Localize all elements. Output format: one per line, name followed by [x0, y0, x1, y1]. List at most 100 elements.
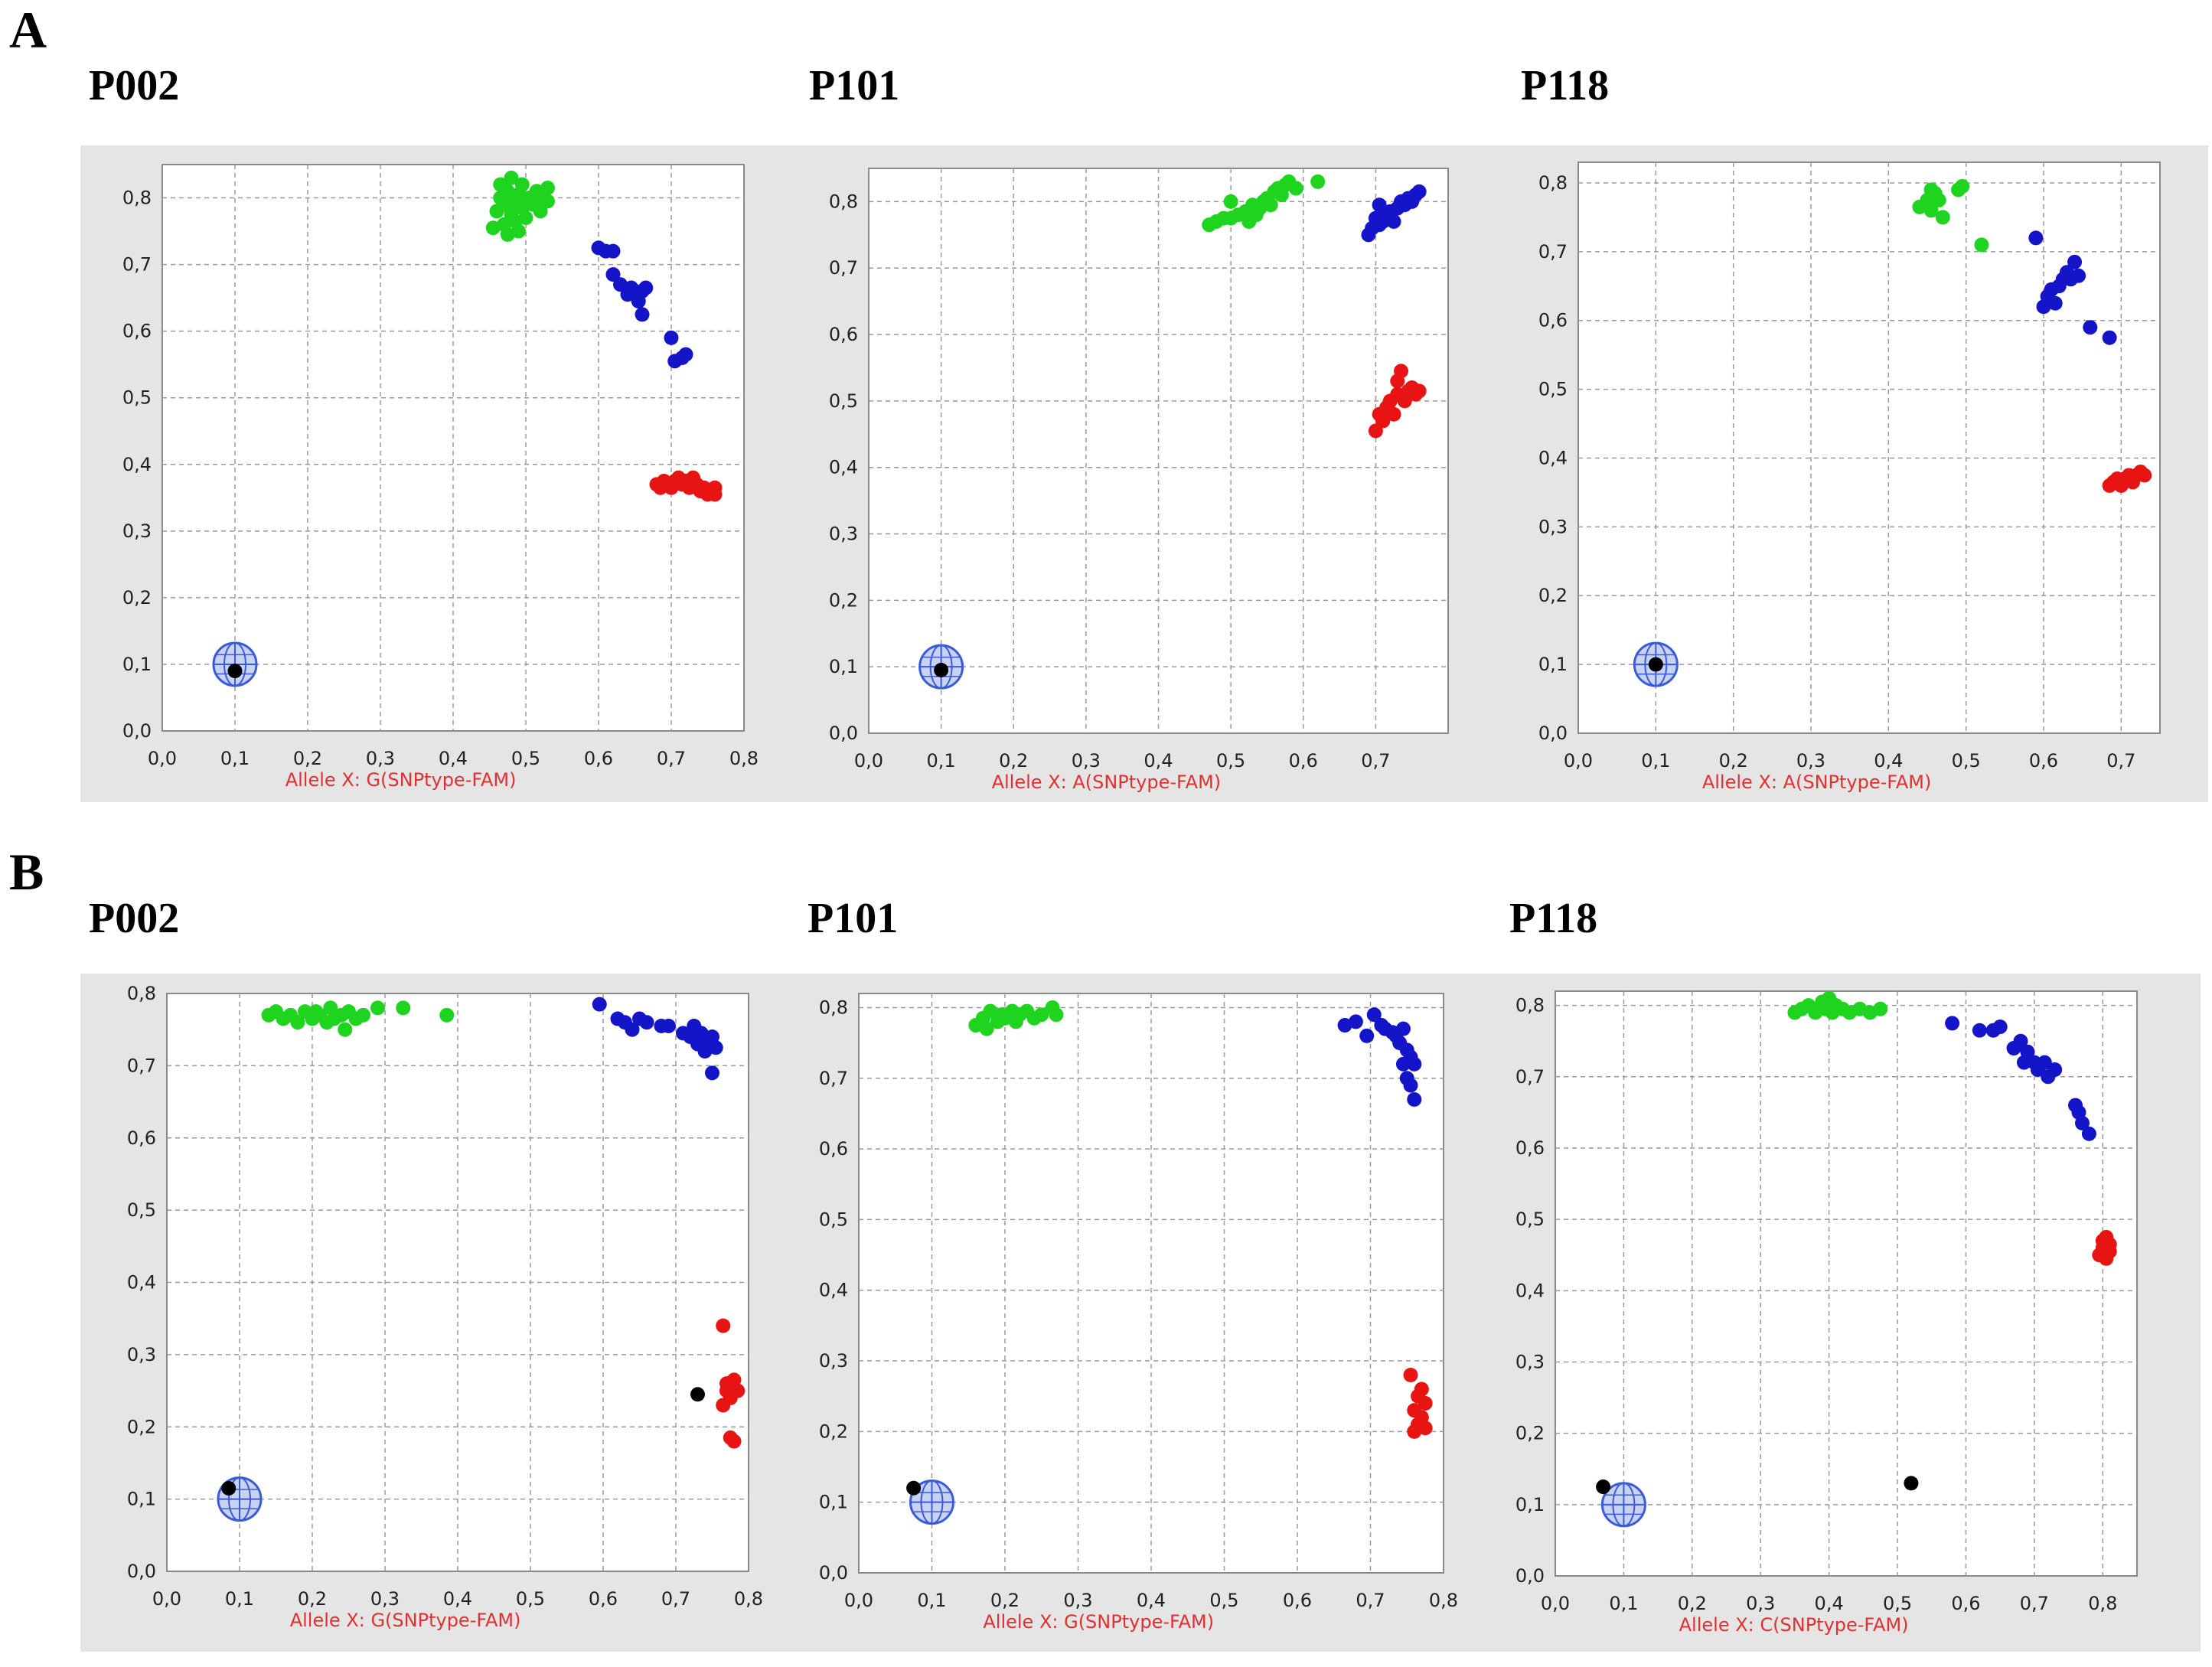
ntc-target-icon: [1600, 1482, 1646, 1528]
x-tick-label: 0,3: [1796, 750, 1825, 772]
data-point-green: [500, 227, 515, 242]
panel-title-a-p002: P002: [89, 62, 180, 109]
y-tick-label: 0,1: [1515, 1494, 1545, 1515]
data-point-blue: [1359, 1028, 1375, 1043]
x-axis-label: Allele X: G(SNPtype-FAM): [290, 1610, 521, 1631]
x-tick-label: 0,1: [220, 748, 250, 769]
y-tick-label: 0,5: [819, 1209, 848, 1230]
y-tick-label: 0,2: [819, 1421, 848, 1442]
x-tick-label: 0,2: [298, 1588, 327, 1610]
data-point-blue: [1348, 1014, 1363, 1029]
data-point-red: [2102, 1237, 2117, 1252]
data-point-blue: [605, 267, 621, 282]
x-tick-label: 0,4: [1815, 1593, 1844, 1614]
data-point-green: [1034, 1007, 1049, 1023]
data-point-green: [1935, 210, 1950, 225]
y-tick-label: 0,6: [122, 321, 152, 342]
data-point-green: [497, 197, 511, 212]
data-point-green: [504, 170, 519, 185]
y-tick-label: 0,7: [127, 1055, 156, 1076]
y-tick-label: 0,3: [829, 524, 858, 545]
y-tick-label: 0,1: [122, 654, 152, 675]
data-point-green: [356, 1007, 370, 1023]
y-tick-label: 0,8: [829, 191, 858, 212]
data-point-green: [338, 1022, 353, 1037]
data-point-blue: [1411, 184, 1427, 199]
y-tick-label: 0,8: [122, 188, 152, 209]
y-tick-label: 0,1: [127, 1489, 156, 1510]
y-tick-label: 0,6: [1515, 1137, 1545, 1159]
data-point-blue: [1407, 1091, 1422, 1107]
data-point-blue: [1386, 214, 1401, 229]
data-point-red: [1375, 413, 1391, 429]
data-point-black: [906, 1480, 922, 1496]
data-point-blue: [592, 997, 607, 1012]
data-point-red: [1393, 364, 1408, 379]
x-tick-label: 0,0: [1564, 750, 1593, 772]
y-tick-label: 0,8: [1515, 995, 1545, 1016]
y-tick-label: 0,0: [127, 1561, 156, 1582]
y-tick-label: 0,0: [1515, 1565, 1545, 1587]
x-tick-label: 0,1: [917, 1590, 946, 1611]
data-point-blue: [705, 1065, 719, 1081]
x-tick-label: 0,5: [511, 748, 540, 769]
y-tick-label: 0,6: [819, 1138, 848, 1160]
y-tick-label: 0,8: [1538, 172, 1568, 194]
data-point-green: [1288, 181, 1303, 196]
x-axis-label: Allele X: A(SNPtype-FAM): [1702, 772, 1932, 793]
y-tick-label: 0,4: [819, 1280, 848, 1301]
data-point-blue: [639, 1015, 654, 1030]
y-tick-label: 0,3: [819, 1350, 848, 1372]
x-tick-label: 0,7: [657, 748, 686, 769]
data-point-red: [707, 480, 723, 495]
y-tick-label: 0,5: [122, 387, 152, 409]
x-tick-label: 0,6: [589, 1588, 618, 1610]
data-point-blue: [678, 347, 693, 362]
y-tick-label: 0,4: [1538, 447, 1568, 468]
data-point-blue: [638, 280, 654, 295]
y-tick-label: 0,0: [1538, 723, 1568, 744]
x-tick-label: 0,3: [1746, 1593, 1775, 1614]
x-tick-label: 0,2: [293, 748, 322, 769]
x-tick-label: 0,6: [584, 748, 613, 769]
data-point-blue: [1395, 1021, 1411, 1036]
data-point-blue: [708, 1040, 723, 1055]
data-point-green: [396, 1000, 411, 1016]
section-label-b: B: [9, 843, 44, 901]
x-tick-label: 0,2: [990, 1590, 1020, 1611]
data-point-black: [221, 1480, 237, 1496]
x-tick-label: 0,5: [1883, 1593, 1912, 1614]
x-tick-label: 0,4: [1144, 750, 1173, 772]
data-point-blue: [605, 243, 621, 259]
data-point-blue: [2037, 1055, 2052, 1070]
panel-title-b-p002: P002: [89, 895, 180, 942]
y-tick-label: 0,3: [1538, 516, 1568, 537]
data-point-blue: [1403, 1078, 1418, 1093]
data-point-red: [2137, 468, 2152, 483]
x-axis-label: Allele X: C(SNPtype-FAM): [1679, 1614, 1909, 1636]
y-tick-label: 0,4: [127, 1272, 156, 1293]
data-point-blue: [613, 277, 628, 292]
y-tick-label: 0,8: [819, 997, 848, 1018]
x-tick-label: 0,3: [366, 748, 395, 769]
data-point-black: [690, 1387, 705, 1402]
data-point-blue: [2028, 230, 2044, 246]
x-tick-label: 0,8: [1429, 1590, 1458, 1611]
data-point-green: [1223, 194, 1238, 209]
y-tick-label: 0,3: [127, 1344, 156, 1365]
data-point-green: [500, 184, 515, 199]
data-point-green: [533, 204, 548, 219]
data-point-blue: [1945, 1016, 1960, 1031]
y-tick-label: 0,4: [829, 457, 858, 478]
data-point-blue: [2047, 295, 2063, 311]
data-point-green: [439, 1007, 455, 1023]
plot-area: [1555, 990, 2138, 1577]
y-tick-label: 0,1: [819, 1492, 848, 1513]
y-tick-label: 0,3: [122, 520, 152, 542]
data-point-black: [1596, 1479, 1611, 1495]
data-point-blue: [2083, 320, 2098, 335]
